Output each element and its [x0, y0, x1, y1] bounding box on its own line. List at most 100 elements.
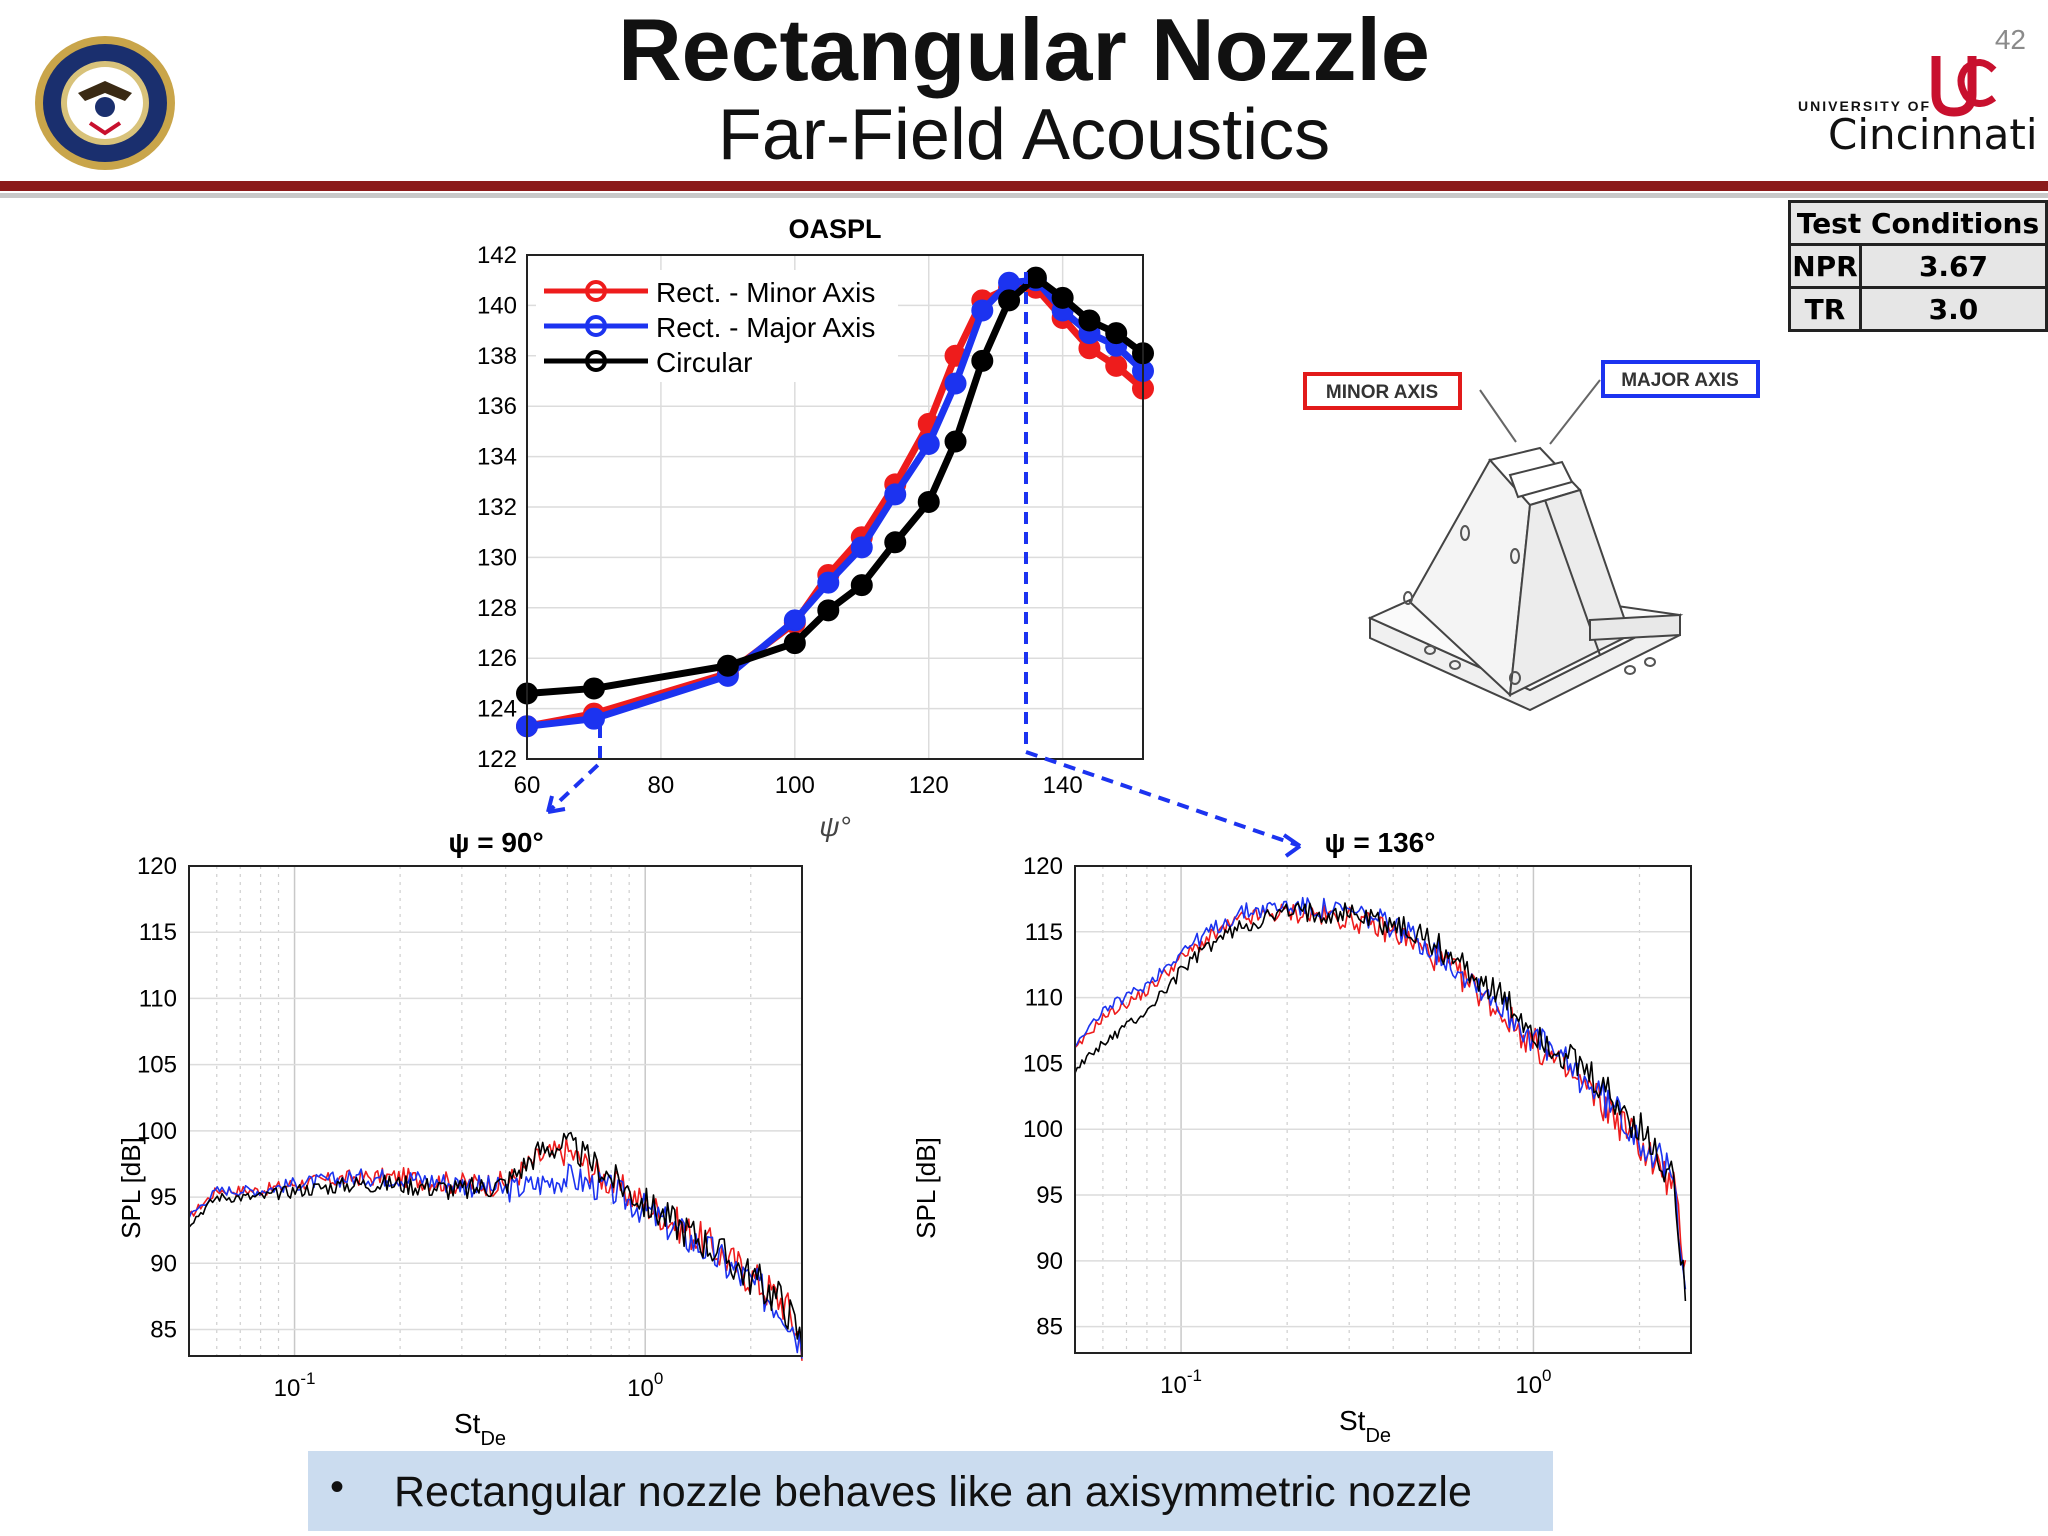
tr-label: TR — [1788, 286, 1862, 332]
nozzle-diagram: MINOR AXIS MAJOR AXIS — [1303, 360, 1760, 712]
oaspl-y-tick-label: 138 — [477, 343, 517, 370]
oaspl-x-tick-label: 80 — [648, 772, 675, 799]
spectrum-y-tick-label: 105 — [1023, 1050, 1063, 1077]
oaspl-y-tick-label: 142 — [477, 242, 517, 269]
oaspl-chart: 60 80 100 120 140 122 124 126 128 130 132 134 136 138… — [477, 214, 1154, 842]
callout-arrows — [546, 272, 1301, 848]
oaspl-data-point — [1078, 309, 1101, 332]
oaspl-y-tick-label: 140 — [477, 292, 517, 319]
spectrum-y-tick-label: 85 — [1036, 1314, 1063, 1341]
oaspl-data-point — [1105, 354, 1128, 377]
oaspl-data-point — [944, 430, 967, 453]
spectrum-y-tick-label: 100 — [1023, 1116, 1063, 1143]
oaspl-x-tick-label: 120 — [909, 772, 949, 799]
oaspl-xlabel: ψ° — [819, 811, 851, 842]
spectrum-y-tick-label: 115 — [1025, 919, 1063, 946]
oaspl-data-point — [850, 536, 873, 559]
test-conditions-table: Test Conditions NPR 3.67 TR 3.0 — [1788, 200, 2048, 332]
oaspl-data-point — [917, 490, 940, 513]
spectrum-136-ylabel: SPL [dB] — [911, 1137, 941, 1239]
oaspl-data-point — [783, 632, 806, 655]
oaspl-data-point — [716, 654, 739, 677]
spectrum-series-line — [1074, 896, 1687, 1290]
spectrum-136-chart: 10-1 100 85 90 95 100 105 110 115 120 ψ = 136° SP… — [911, 827, 1692, 1447]
tr-value: 3.0 — [1858, 286, 2048, 332]
oaspl-data-point — [1105, 322, 1128, 345]
legend-label-minor: Rect. - Minor Axis — [656, 277, 875, 308]
oaspl-y-tick-label: 136 — [477, 393, 517, 420]
oaspl-data-point — [998, 289, 1021, 312]
spectrum-y-tick-label: 90 — [1036, 1248, 1063, 1275]
spectrum-series-line — [188, 1163, 803, 1359]
major-axis-label: MAJOR AXIS — [1621, 370, 1739, 391]
uc-university-of: UNIVERSITY OF — [1798, 98, 1932, 114]
oaspl-title: OASPL — [788, 214, 881, 244]
bullet-text: Rectangular nozzle behaves like an axisy… — [394, 1468, 1472, 1516]
oaspl-data-point — [884, 531, 907, 554]
arrow-head-left — [546, 795, 566, 814]
spectrum-90-chart: 10-1 100 85 90 95 100 105 110 115 120 ψ = 90° SPL… — [116, 827, 803, 1450]
oaspl-data-point — [850, 574, 873, 597]
oaspl-x-tick-label: 140 — [1043, 772, 1083, 799]
oaspl-series-line — [526, 276, 1146, 730]
spectrum-y-tick-label: 95 — [1036, 1182, 1063, 1209]
spectrum-y-tick-label: 85 — [150, 1317, 177, 1344]
oaspl-data-point — [971, 349, 994, 372]
legend-label-circular: Circular — [656, 347, 752, 378]
npr-label: NPR — [1788, 243, 1862, 289]
header-rule-red — [0, 181, 2048, 191]
spectrum-series-line — [1074, 902, 1687, 1302]
spectrum-y-tick-label: 95 — [150, 1184, 177, 1211]
spectrum-y-tick-label: 105 — [137, 1052, 177, 1079]
oaspl-data-point — [582, 707, 605, 730]
oaspl-y-tick-label: 134 — [477, 444, 517, 471]
oaspl-data-point — [1051, 286, 1074, 309]
test-conditions-title: Test Conditions — [1788, 200, 2048, 246]
oaspl-data-point — [884, 483, 907, 506]
oaspl-data-point — [817, 571, 840, 594]
oaspl-data-point — [971, 299, 994, 322]
uc-monogram-icon — [1931, 56, 1997, 117]
spectrum-x-tick-label: 10-1 — [1160, 1366, 1202, 1399]
oaspl-data-point — [783, 609, 806, 632]
oaspl-y-tick-label: 132 — [477, 494, 517, 521]
slide-subtitle: Far-Field Acoustics — [717, 95, 1331, 175]
oaspl-data-point — [944, 372, 967, 395]
oaspl-x-tick-label: 100 — [775, 772, 815, 799]
spectrum-y-tick-label: 115 — [139, 919, 177, 946]
spectrum-y-tick-label: 100 — [137, 1118, 177, 1145]
uc-logo: UNIVERSITY OF Cincinnati — [1790, 50, 2038, 160]
oaspl-y-tick-label: 122 — [477, 746, 517, 773]
spectrum-x-tick-label: 10-1 — [274, 1369, 316, 1402]
slide-number: 42 — [1994, 24, 2026, 55]
oaspl-y-tick-label: 124 — [477, 696, 517, 723]
oaspl-y-tick-label: 130 — [477, 544, 517, 571]
arrow-head-right — [1282, 833, 1302, 858]
spectrum-x-tick-label: 100 — [627, 1369, 663, 1402]
spectrum-y-tick-label: 120 — [1023, 853, 1063, 880]
bullet-dot: • — [330, 1465, 345, 1509]
spectrum-x-tick-label: 100 — [1515, 1366, 1551, 1399]
spectrum-90-xlabel: StDe — [454, 1408, 506, 1450]
spectrum-136-xlabel: StDe — [1339, 1405, 1391, 1447]
spectrum-y-tick-label: 120 — [137, 853, 177, 880]
oaspl-data-point — [582, 677, 605, 700]
spectrum-y-tick-label: 110 — [139, 985, 177, 1012]
spectrum-y-tick-label: 90 — [150, 1250, 177, 1277]
spectrum-y-tick-label: 110 — [1025, 985, 1063, 1012]
legend-label-major: Rect. - Major Axis — [656, 312, 875, 343]
spectrum-90-title: ψ = 90° — [448, 827, 543, 858]
oaspl-data-point — [1024, 266, 1047, 289]
oaspl-legend: Rect. - Minor Axis Rect. - Major Axis Ci… — [536, 270, 898, 382]
spectrum-136-title: ψ = 136° — [1325, 827, 1436, 858]
spectrum-90-ylabel: SPL [dB] — [116, 1137, 146, 1239]
header-rule-grey — [0, 193, 2048, 198]
oaspl-data-point — [817, 599, 840, 622]
navy-seal-logo — [35, 36, 175, 170]
oaspl-x-tick-label: 60 — [514, 772, 541, 799]
spectrum-series-line — [188, 1131, 803, 1347]
uc-cincinnati: Cincinnati — [1828, 110, 2038, 159]
oaspl-y-tick-label: 128 — [477, 595, 517, 622]
bullet-box: • Rectangular nozzle behaves like an axi… — [308, 1451, 1553, 1531]
